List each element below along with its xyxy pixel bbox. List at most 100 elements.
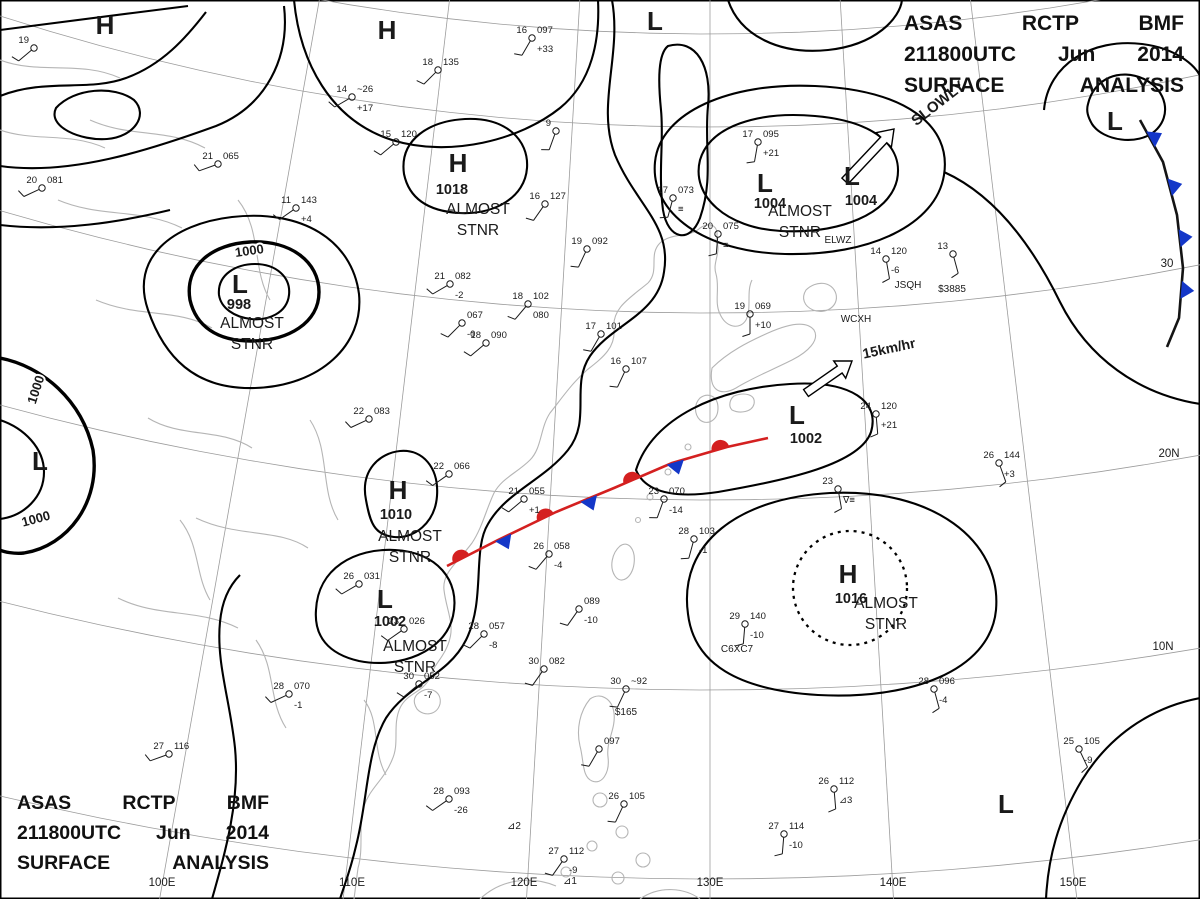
wind-barb-tick (746, 161, 755, 164)
pressure-center-low: L (377, 584, 393, 614)
movement-status-label: ALMOST (383, 638, 447, 655)
wind-barb-tick (951, 272, 959, 279)
isobar-line (1042, 42, 1200, 111)
station-pressure: 082 (455, 271, 471, 282)
wind-barb (403, 685, 417, 698)
station-temp: 16 (516, 25, 527, 36)
movement-status-label: ALMOST (854, 595, 918, 612)
coastline (577, 695, 615, 783)
station-extra: +10 (755, 320, 771, 331)
isobar-line (338, 0, 667, 899)
station-pressure: 031 (364, 571, 380, 582)
cold-front (1138, 119, 1195, 348)
wind-barb-tick (544, 872, 553, 876)
wind-barb-tick (328, 101, 336, 108)
wind-barb-tick (581, 764, 590, 767)
station-temp: 27 (768, 821, 779, 832)
station-plot: 14 120 -6 (870, 246, 907, 283)
station-circle (458, 319, 466, 327)
station-circle (446, 280, 454, 288)
station-circle (445, 795, 453, 803)
station-circle (165, 750, 173, 758)
station-plot: 23 070 -14 (648, 486, 685, 519)
station-circle (540, 665, 548, 673)
wind-barb-tick (999, 481, 1007, 488)
station-temp: 20 (26, 175, 37, 186)
wind-barb-tick (828, 808, 836, 813)
latitude-line (0, 795, 1200, 880)
cold-front-symbol (580, 495, 597, 511)
wind-barb (588, 751, 598, 767)
coastline (729, 393, 755, 413)
station-code: ELWZ (824, 235, 851, 246)
station-temp: 18 (512, 291, 523, 302)
station-pressure: 105 (1084, 736, 1100, 747)
station-pressure: 089 (584, 596, 600, 607)
station-plot: 19 069 +10 (734, 301, 771, 337)
coastline (353, 282, 649, 899)
coastline (615, 825, 629, 839)
station-pressure: 097 (604, 736, 620, 747)
station-pressure: 144 (1004, 450, 1020, 461)
wind-barb-tick (507, 315, 516, 320)
wind-barb (715, 237, 719, 254)
station-plot: 15 120 (373, 129, 417, 156)
station-circle (520, 495, 528, 503)
wind-barb (953, 256, 959, 274)
wind-barb (999, 465, 1007, 482)
wind-barb-tick (426, 288, 434, 295)
title-word: ASAS (17, 792, 72, 814)
movement-arrow (840, 128, 895, 185)
station-plot: 21 055 +1 (501, 486, 545, 516)
coastline (664, 468, 672, 476)
station-circle (660, 495, 668, 503)
wind-barb-tick (528, 565, 537, 570)
wind-barb-tick (440, 333, 449, 338)
station-pressure: 067 (467, 310, 483, 321)
station-circle (995, 459, 1003, 467)
station-code: WCXH (841, 314, 872, 325)
station-plot: 26 058 -4 (528, 541, 570, 571)
wind-barb (578, 251, 587, 268)
station-extra: -0 (467, 329, 475, 340)
station-temp: 9 (546, 118, 551, 129)
wind-barb (838, 492, 842, 509)
wind-barb-tick (272, 214, 280, 220)
longitude-line (159, 0, 320, 899)
station-circle (285, 690, 293, 698)
station-temp: 20 (702, 221, 713, 232)
station-circle (620, 800, 628, 808)
station-plot: 18 135 (416, 57, 459, 85)
station-circle (524, 300, 532, 308)
movement-status-label: STNR (389, 549, 431, 566)
wind-barb (533, 206, 544, 221)
pressure-center-high: H (378, 15, 397, 45)
wind-barb-tick (380, 635, 388, 641)
coastline (255, 639, 287, 729)
wind-barb (535, 556, 548, 570)
station-temp: 27 (153, 741, 164, 752)
station-extra: ≡ (723, 240, 729, 251)
station-pressure: 069 (755, 301, 771, 312)
station-circle (949, 250, 957, 258)
station-pressure: 070 (294, 681, 310, 692)
wind-barb (617, 371, 626, 388)
wind-barb-tick (559, 622, 568, 626)
movement-status-label: ALMOST (378, 528, 442, 545)
station-plot: 16 107 (609, 356, 647, 388)
wind-barb-tick (463, 351, 471, 357)
station-temp: 26 (983, 450, 994, 461)
wind-barb-tick (416, 80, 425, 85)
station-plot: 089 -10 (559, 596, 600, 626)
wind-barb (934, 691, 940, 709)
station-plot: 28 070 -1 (265, 681, 310, 711)
station-extra: +3 (1004, 469, 1015, 480)
longitude-label: 120E (511, 877, 538, 889)
wind-barb-tick (834, 508, 842, 513)
station-circle (30, 44, 38, 52)
station-pressure: 082 (549, 656, 565, 667)
station-plot: 17 101 (583, 321, 622, 352)
warm-front-symbol (711, 439, 730, 452)
station-plot: 30 082 (524, 656, 565, 686)
station-plot: 28 096 -4 (918, 676, 955, 714)
